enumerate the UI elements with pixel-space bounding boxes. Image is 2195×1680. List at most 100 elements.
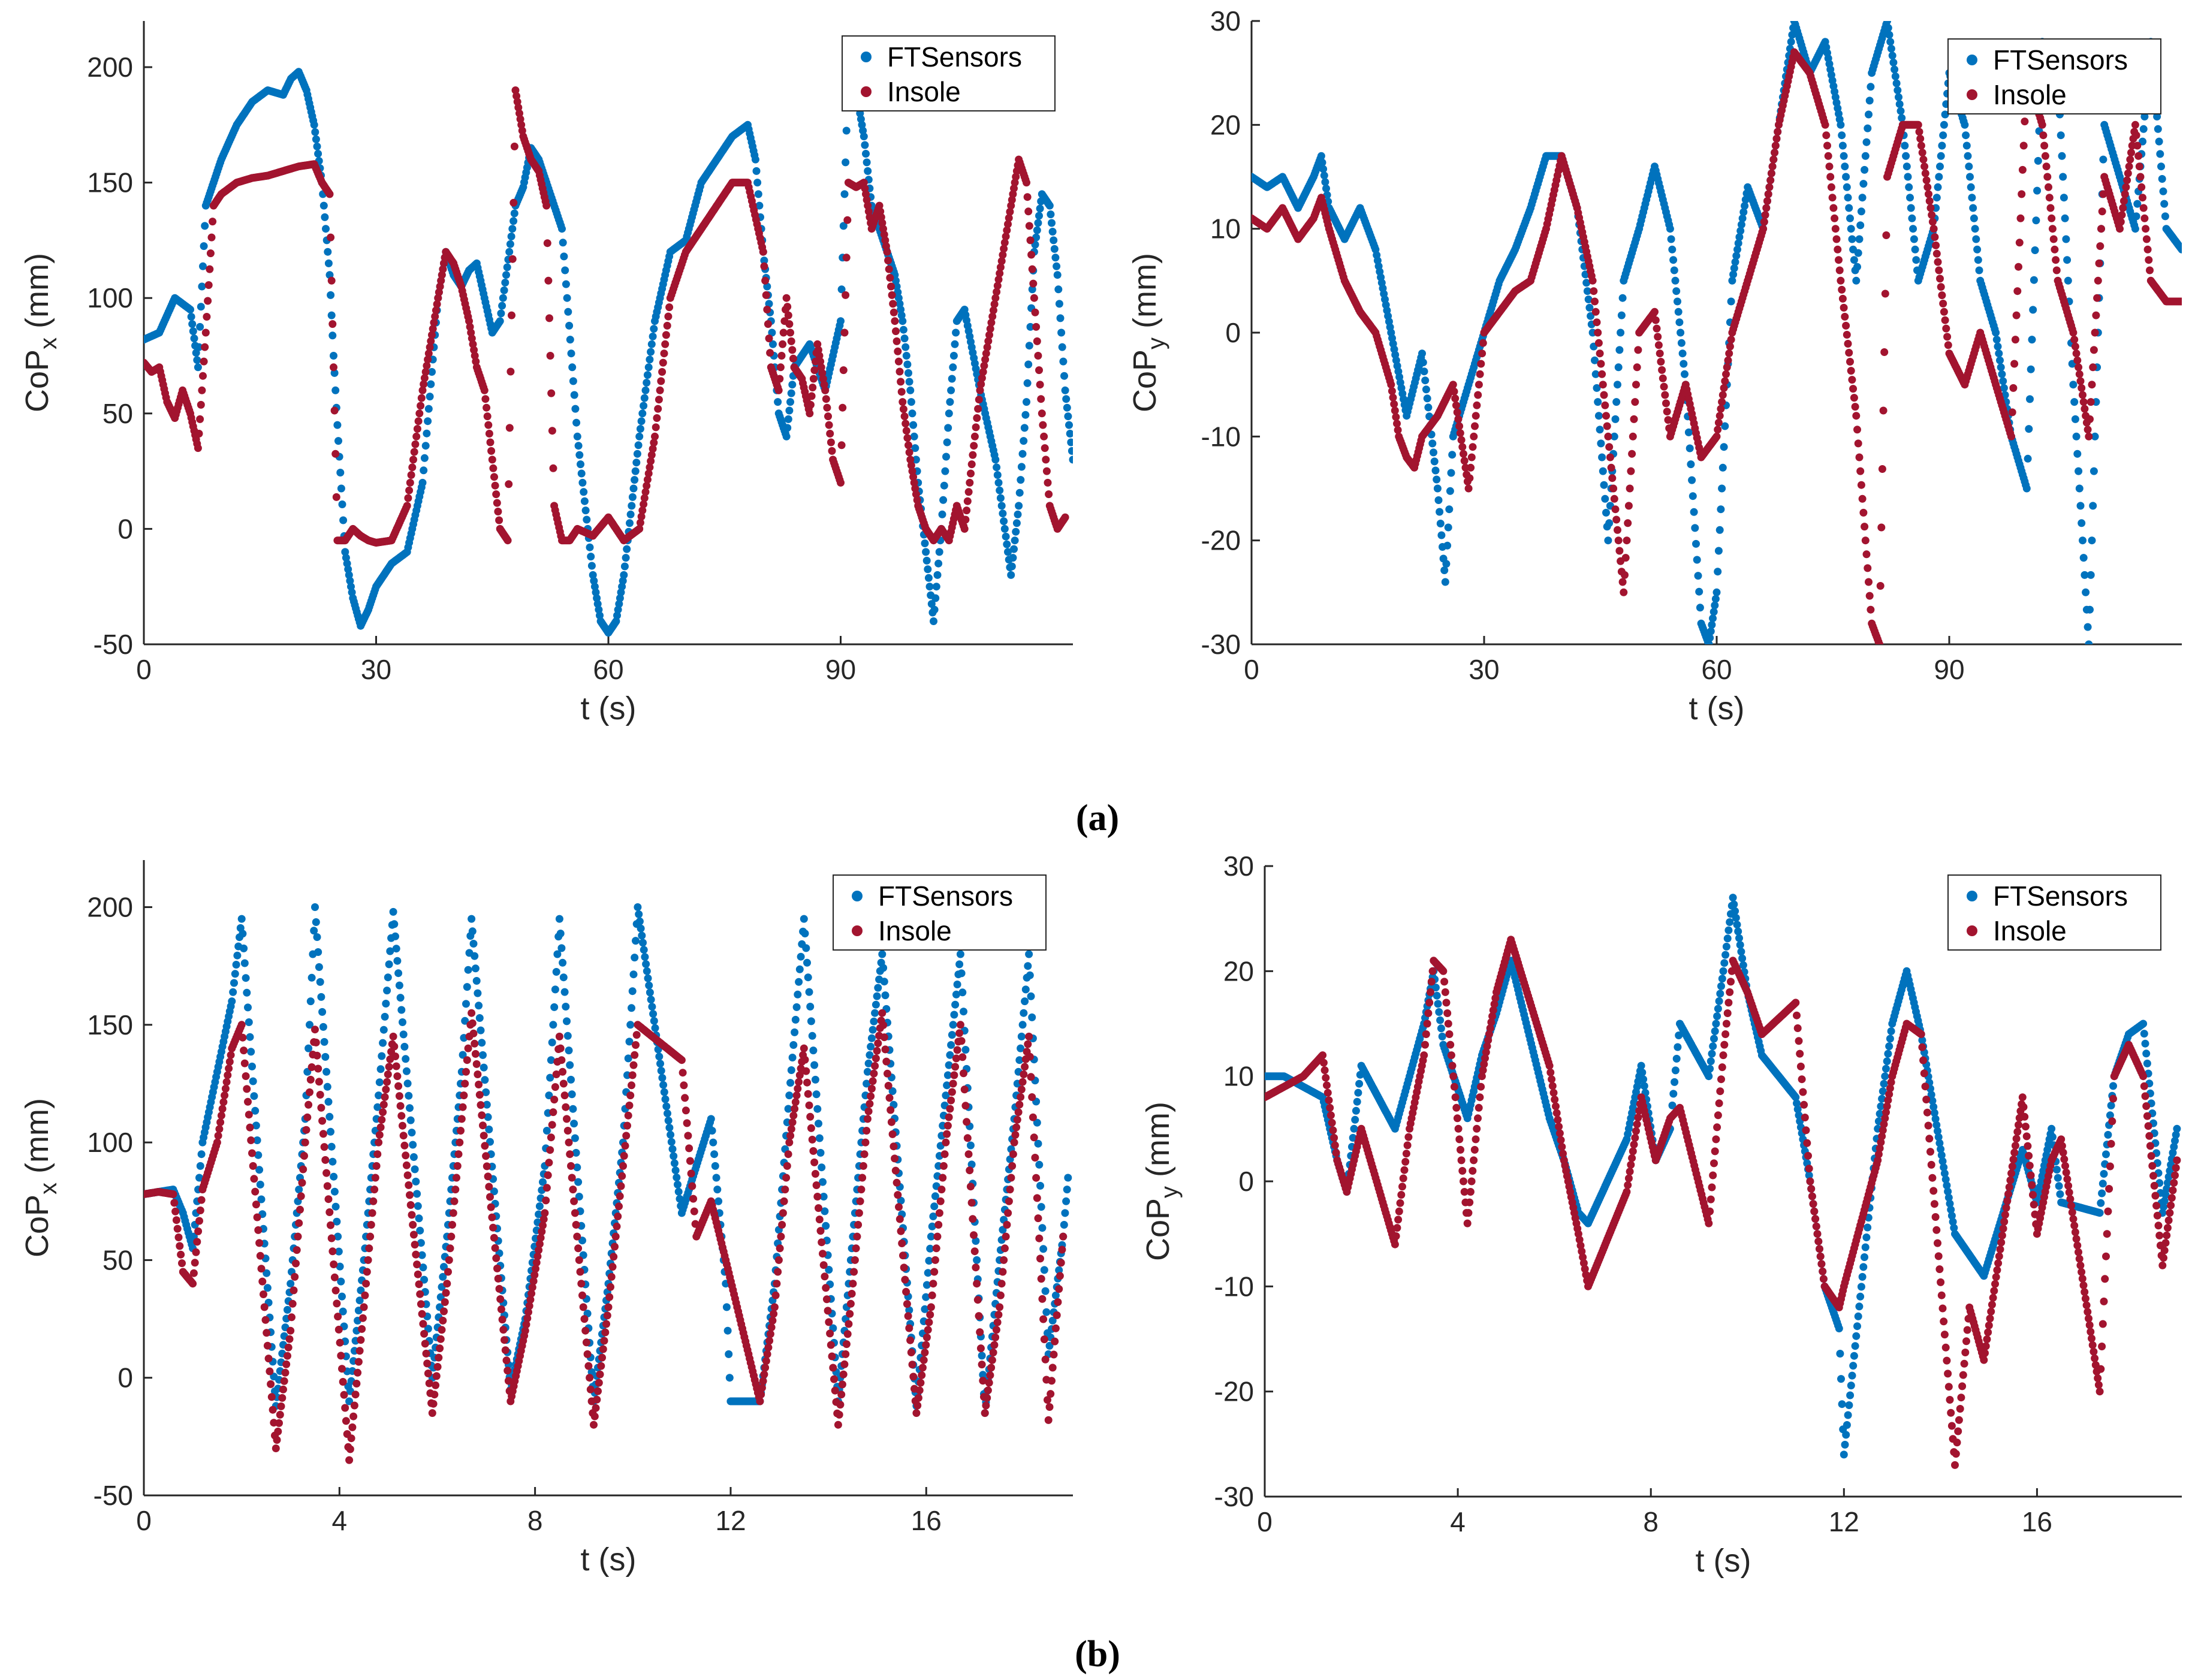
data-point <box>628 1004 635 1012</box>
data-point <box>1600 481 1608 489</box>
data-point <box>2030 276 2038 284</box>
data-point <box>474 1070 482 1078</box>
data-point <box>1902 152 1910 160</box>
data-point <box>2140 214 2149 222</box>
data-point <box>1907 204 1915 212</box>
data-point <box>194 444 202 453</box>
data-point <box>2133 200 2142 208</box>
data-point <box>1861 536 1870 545</box>
data-point <box>1838 141 1847 150</box>
data-point <box>1317 152 1325 160</box>
data-point <box>2021 117 2029 126</box>
series-ftsensors <box>144 63 1073 637</box>
data-point <box>950 1011 958 1019</box>
data-point <box>1443 541 1452 550</box>
data-point <box>862 150 870 158</box>
data-point <box>2146 266 2154 275</box>
data-point <box>2038 120 2046 129</box>
data-point <box>987 318 996 327</box>
data-point <box>894 347 902 355</box>
data-point <box>925 1257 933 1265</box>
data-point <box>330 352 337 360</box>
data-point <box>1060 372 1068 380</box>
data-point <box>644 363 653 372</box>
data-point <box>304 1044 313 1052</box>
data-point <box>330 1172 338 1181</box>
data-point <box>1017 463 1026 471</box>
data-point <box>415 1280 423 1289</box>
data-point <box>1664 416 1672 424</box>
data-point <box>1627 467 1635 475</box>
data-point <box>616 594 624 602</box>
data-point <box>2153 113 2161 120</box>
data-point <box>593 600 602 608</box>
data-point <box>315 1078 323 1086</box>
data-point <box>664 312 673 321</box>
data-point <box>291 1272 299 1281</box>
data-point <box>2008 408 2016 417</box>
data-point <box>1614 381 1621 389</box>
data-point <box>1840 303 1848 312</box>
data-point <box>358 1314 367 1322</box>
data-point <box>201 222 209 230</box>
data-point <box>462 1067 470 1076</box>
data-point <box>511 86 520 95</box>
data-point <box>1711 595 1720 603</box>
data-point <box>1020 437 1028 445</box>
data-point <box>710 1150 719 1159</box>
data-point <box>1028 1013 1036 1021</box>
data-point <box>189 1269 198 1277</box>
data-point <box>506 240 514 248</box>
data-point <box>433 1363 442 1371</box>
data-point <box>2139 125 2148 133</box>
data-point <box>815 1120 822 1128</box>
data-point <box>1014 510 1022 518</box>
data-point <box>921 1305 929 1313</box>
data-point <box>485 1125 493 1133</box>
data-point <box>248 1149 256 1157</box>
data-point <box>631 467 640 475</box>
data-point <box>1657 358 1665 366</box>
legend-label-ftsensors: FTSensors <box>1993 44 2128 76</box>
data-point <box>2076 377 2085 385</box>
data-point <box>635 917 644 925</box>
data-point <box>1771 149 1779 157</box>
data-point <box>435 1353 443 1362</box>
data-point <box>307 973 316 982</box>
data-point <box>2039 131 2048 140</box>
data-point <box>441 1298 449 1306</box>
data-point <box>902 427 910 435</box>
data-point <box>1591 297 1599 306</box>
data-point <box>1612 398 1621 406</box>
y-axis-label-sub: x <box>35 1183 62 1195</box>
data-point <box>493 499 501 507</box>
data-point <box>966 1141 975 1150</box>
data-point <box>1663 408 1671 416</box>
data-point <box>1854 439 1862 448</box>
data-point <box>2094 276 2102 285</box>
data-point <box>414 417 423 426</box>
data-point <box>221 1091 229 1100</box>
data-point <box>224 1071 232 1079</box>
data-point <box>419 1320 427 1328</box>
data-point <box>1724 356 1732 364</box>
data-point <box>2064 276 2072 285</box>
data-point <box>409 1141 417 1149</box>
y-tick-label: 200 <box>87 52 133 83</box>
data-point <box>1996 356 2004 364</box>
data-point <box>2139 194 2146 202</box>
data-point <box>942 453 950 461</box>
data-point <box>646 988 654 997</box>
data-point <box>1965 162 1973 171</box>
x-tick-label: 0 <box>136 1505 152 1536</box>
data-point <box>812 1090 821 1099</box>
data-point <box>218 1105 227 1113</box>
data-point <box>204 297 212 305</box>
data-point <box>231 970 239 978</box>
data-point <box>1654 333 1662 341</box>
data-point <box>432 306 440 315</box>
data-point <box>354 1358 363 1366</box>
data-point <box>1055 300 1063 308</box>
data-point <box>1709 614 1717 623</box>
data-point <box>791 1015 800 1024</box>
